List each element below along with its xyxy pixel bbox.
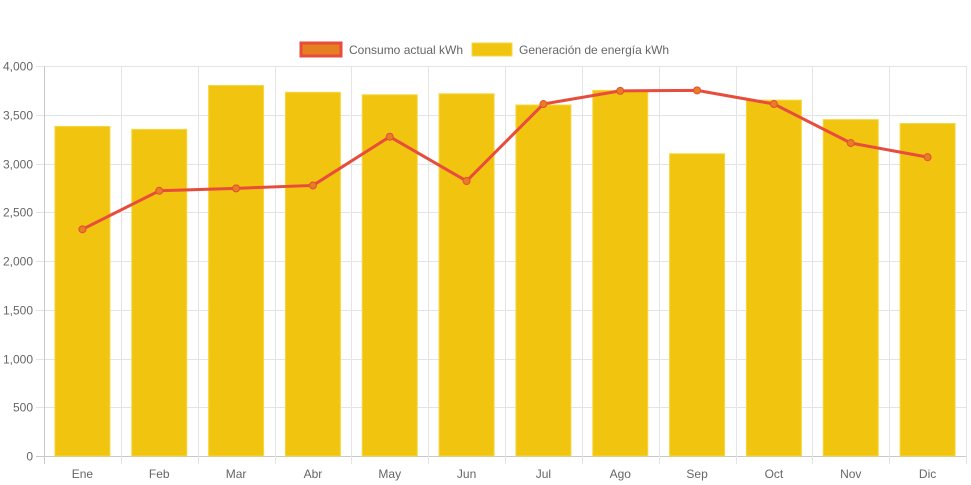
y-tick-label: 4,000	[3, 60, 33, 74]
bar[interactable]	[515, 104, 572, 457]
grid	[36, 66, 967, 464]
data-point[interactable]	[232, 184, 241, 193]
bar[interactable]	[131, 128, 188, 457]
bar[interactable]	[669, 153, 726, 457]
bar[interactable]	[361, 94, 418, 457]
x-tick-label: Ene	[72, 467, 94, 481]
x-tick-label: Nov	[840, 467, 861, 481]
bar[interactable]	[822, 119, 879, 457]
y-tick-label: 3,000	[3, 158, 33, 172]
x-tick-label: Jul	[536, 467, 551, 481]
y-tick-label: 1,500	[3, 304, 33, 318]
x-tick-label: Abr	[304, 467, 323, 481]
data-point[interactable]	[78, 225, 87, 234]
data-point[interactable]	[769, 100, 778, 109]
bar-series	[54, 85, 956, 457]
x-tick-label: Mar	[226, 467, 247, 481]
data-point[interactable]	[923, 153, 932, 162]
bar[interactable]	[54, 125, 111, 457]
bar[interactable]	[592, 89, 649, 457]
bar[interactable]	[745, 99, 802, 457]
y-tick-label: 0	[26, 450, 33, 464]
x-axis: Ene Feb Mar Abr May Jun Jul Ago Sep Oct Nov Dic	[72, 467, 937, 481]
bar[interactable]	[208, 85, 265, 457]
data-point[interactable]	[385, 132, 394, 141]
y-tick-label: 2,500	[3, 206, 33, 220]
legend-item-consumo[interactable]: Consumo actual kWh	[299, 41, 463, 58]
legend-swatch-generacion	[471, 42, 513, 57]
data-point[interactable]	[155, 186, 164, 195]
x-tick-label: Ago	[610, 467, 632, 481]
consumo-line	[81, 88, 928, 231]
data-point[interactable]	[616, 86, 625, 95]
x-tick-label: Sep	[686, 467, 708, 481]
x-tick-label: Feb	[149, 467, 170, 481]
bar[interactable]	[899, 123, 956, 457]
legend-item-generacion[interactable]: Generación de energía kWh	[471, 42, 669, 57]
data-point[interactable]	[462, 177, 471, 186]
data-point[interactable]	[846, 139, 855, 148]
y-axis: 0 500 1,000 1,500 2,000 2,500 3,000 3,500 4,000	[3, 60, 33, 464]
data-point[interactable]	[308, 181, 317, 190]
y-tick-label: 1,000	[3, 353, 33, 367]
legend-label-generacion: Generación de energía kWh	[519, 43, 669, 57]
bar[interactable]	[438, 93, 495, 457]
x-tick-label: Dic	[919, 467, 936, 481]
y-tick-label: 3,500	[3, 109, 33, 123]
x-tick-label: Jun	[457, 467, 476, 481]
y-tick-label: 2,000	[3, 255, 33, 269]
x-tick-label: Oct	[765, 467, 784, 481]
data-point[interactable]	[693, 86, 702, 95]
legend: Consumo actual kWh Generación de energía…	[299, 41, 669, 58]
line-series	[78, 86, 932, 234]
x-tick-label: May	[378, 467, 401, 481]
data-point[interactable]	[539, 100, 548, 109]
bar[interactable]	[284, 91, 341, 457]
legend-swatch-consumo	[299, 41, 343, 58]
legend-label-consumo: Consumo actual kWh	[349, 43, 463, 57]
y-tick-label: 500	[13, 401, 33, 415]
